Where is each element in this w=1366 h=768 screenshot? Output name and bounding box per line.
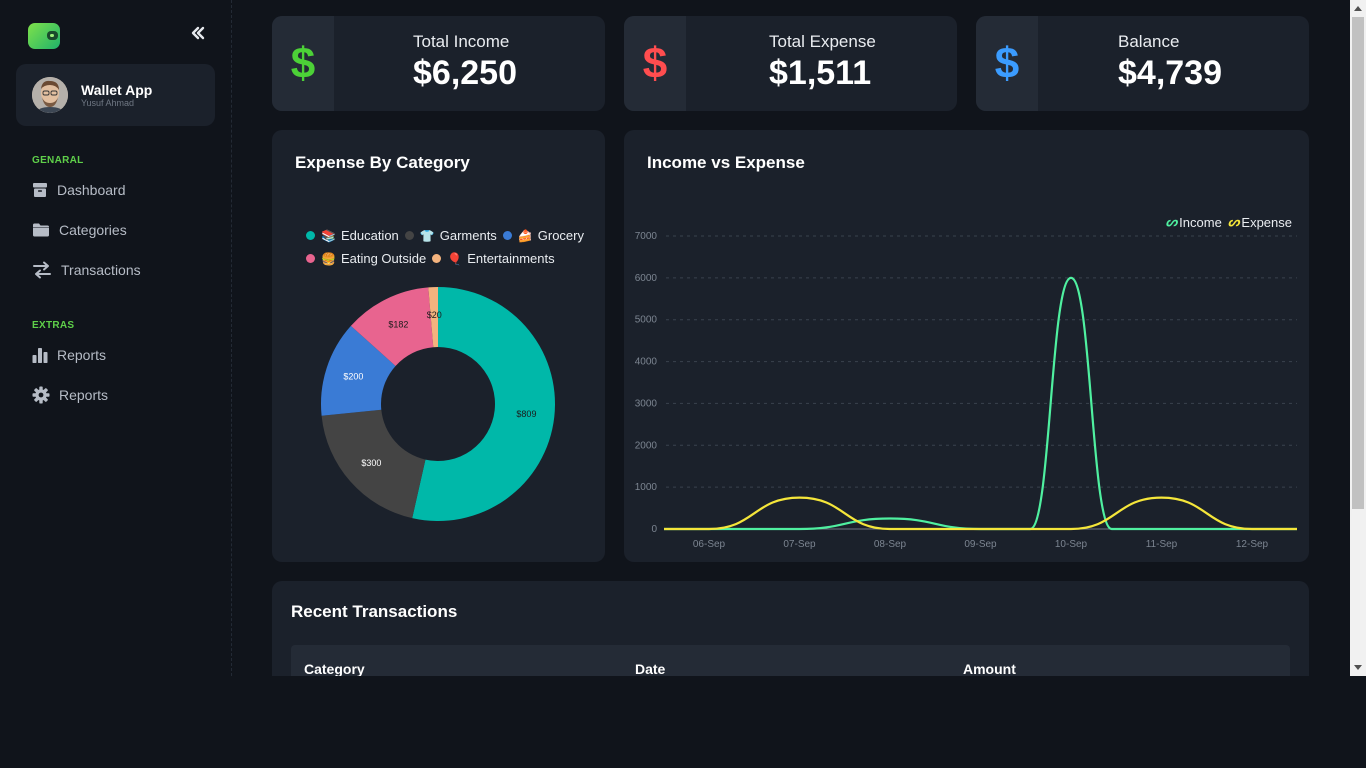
sidebar-item-categories[interactable]: Categories (32, 219, 127, 241)
x-tick-label: 07-Sep (783, 539, 816, 550)
column-header-category[interactable]: Category (304, 661, 365, 676)
legend-item-entertainments[interactable]: 🎈 Entertainments (432, 251, 555, 266)
income-vs-expense-card: Income vs Expense ᔕ Income ᔕ Expense 0 1000… (624, 130, 1309, 562)
pie-slice-label: $20 (427, 310, 442, 320)
x-tick-label: 12-Sep (1236, 539, 1269, 550)
income-expense-line-chart: 0 1000 2000 3000 4000 5000 6000 7000 06-Sep 07-Se… (635, 231, 1297, 550)
sidebar-item-label: Categories (59, 222, 127, 238)
series-line-income (664, 276, 1297, 531)
x-tick-label: 10-Sep (1055, 539, 1088, 550)
scroll-down-arrow-icon[interactable] (1350, 659, 1366, 676)
sidebar-item-settings-reports[interactable]: Reports (32, 384, 108, 406)
section-title-general: GENARAL (32, 155, 84, 166)
dollar-icon: $ (272, 16, 334, 111)
app-name: Wallet App (81, 82, 153, 98)
pie-slice-garments[interactable] (321, 409, 426, 519)
recent-transactions-card: Recent Transactions Category Date Amount (272, 581, 1309, 676)
sidebar-item-label: Transactions (61, 262, 141, 278)
stat-label: Balance (1118, 32, 1180, 51)
dollar-icon: $ (624, 16, 686, 111)
y-tick-label: 3000 (635, 398, 658, 409)
legend-item-garments[interactable]: 👕 Garments (404, 228, 497, 243)
y-tick-label: 2000 (635, 440, 658, 451)
pie-slice-label: $200 (343, 371, 363, 381)
folder-icon (33, 223, 49, 237)
y-tick-label: 0 (651, 524, 657, 535)
stat-value: $4,739 (1118, 54, 1222, 92)
stat-value: $6,250 (413, 54, 517, 92)
legend-item-eating-outside[interactable]: 🍔 Eating Outside (306, 251, 426, 266)
legend-income[interactable]: Income (1179, 214, 1222, 230)
section-title-extras: EXTRAS (32, 320, 75, 331)
pie-slice-eating-outside[interactable] (350, 287, 434, 366)
legend-expense[interactable]: Expense (1241, 214, 1292, 230)
y-tick-label: 7000 (635, 231, 658, 242)
pie-slice-label: $809 (516, 409, 536, 419)
x-tick-label: 09-Sep (964, 539, 997, 550)
column-header-date[interactable]: Date (635, 661, 666, 676)
legend-item-grocery[interactable]: 🍰 Grocery (502, 228, 584, 243)
expense-donut-chart: $809 $300 $200 $182 $20 (321, 287, 555, 521)
gear-icon (32, 386, 50, 404)
sidebar-item-transactions[interactable]: Transactions (32, 259, 141, 281)
pie-slice-education[interactable] (412, 287, 555, 521)
line-legend: ᔕ Income ᔕ Expense (1165, 214, 1292, 230)
sidebar: Wallet App Yusuf Ahmad GENARAL Dashboard… (0, 0, 232, 676)
scroll-up-arrow-icon[interactable] (1350, 0, 1366, 17)
pie-legend-row-2: 🍔 Eating Outside 🎈 Entertainments (306, 251, 561, 266)
series-line-expense (664, 496, 1297, 531)
y-tick-label: 5000 (635, 315, 658, 326)
balance-card: $ Balance $4,739 (976, 16, 1309, 111)
column-header-amount[interactable]: Amount (963, 661, 1016, 676)
x-tick-label: 06-Sep (693, 539, 726, 550)
archive-box-icon (33, 183, 47, 197)
bar-chart-icon (32, 348, 48, 363)
card-title: Income vs Expense (647, 153, 805, 172)
total-income-card: $ Total Income $6,250 (272, 16, 605, 111)
y-tick-label: 6000 (635, 273, 658, 284)
total-expense-card: $ Total Expense $1,511 (624, 16, 957, 111)
stat-label: Total Income (413, 32, 510, 51)
user-name: Yusuf Ahmad (81, 98, 135, 108)
pie-slice-label: $300 (361, 458, 381, 468)
sidebar-item-label: Reports (59, 387, 109, 403)
sidebar-item-label: Reports (57, 347, 107, 363)
x-tick-label: 11-Sep (1146, 539, 1178, 550)
sidebar-item-reports[interactable]: Reports (32, 344, 106, 366)
page-scrollbar[interactable] (1350, 0, 1366, 676)
wallet-logo-icon (28, 23, 60, 49)
stat-label: Total Expense (769, 32, 876, 51)
y-tick-label: 4000 (635, 357, 658, 368)
profile-card[interactable]: Wallet App Yusuf Ahmad (16, 64, 215, 126)
swap-arrows-icon (33, 261, 51, 279)
pie-slice-grocery[interactable] (321, 325, 396, 416)
pie-slice-label: $182 (388, 319, 408, 329)
scroll-thumb[interactable] (1352, 17, 1364, 509)
x-tick-label: 08-Sep (874, 539, 907, 550)
dollar-icon: $ (976, 16, 1038, 111)
card-title: Expense By Category (295, 153, 470, 172)
card-title: Recent Transactions (291, 602, 458, 621)
y-tick-label: 1000 (635, 482, 658, 493)
sidebar-item-dashboard[interactable]: Dashboard (32, 179, 126, 201)
pie-slice-entertainments[interactable] (428, 287, 438, 348)
collapse-sidebar-icon[interactable] (190, 25, 210, 45)
app-window: Wallet App Yusuf Ahmad GENARAL Dashboard… (0, 0, 1309, 676)
sidebar-item-label: Dashboard (57, 182, 126, 198)
legend-item-education[interactable]: 📚 Education (306, 228, 399, 243)
pie-legend-row-1: 📚 Education 👕 Garments 🍰 Grocery (306, 228, 590, 243)
stat-value: $1,511 (769, 54, 872, 92)
table-header: Category Date Amount (291, 645, 1290, 676)
expense-by-category-card: Expense By Category 📚 Education 👕 Garments… (272, 130, 605, 562)
page-bottom-area (0, 676, 1366, 768)
avatar (32, 77, 68, 113)
